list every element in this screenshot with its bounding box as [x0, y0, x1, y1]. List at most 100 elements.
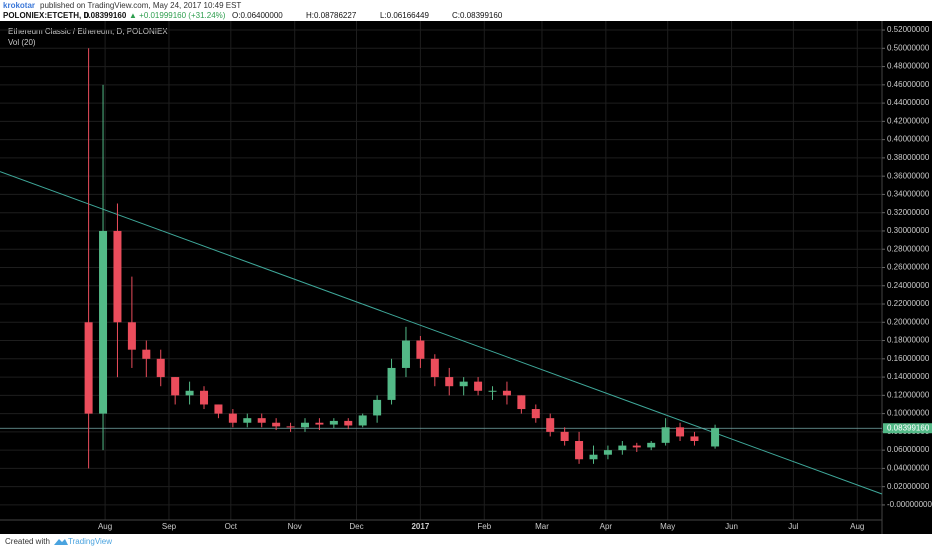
x-tick-label: Dec	[349, 522, 363, 531]
y-tick-label: 0.50000000	[887, 43, 930, 52]
chart-title: Ethereum Classic / Ethereum, D, POLONIEX	[8, 27, 168, 36]
y-tick-label: 0.52000000	[887, 25, 930, 34]
close: C:0.08399160	[452, 11, 503, 20]
candle-body	[502, 390, 511, 396]
y-tick-label: 0.20000000	[887, 317, 930, 326]
candle-body	[531, 409, 540, 419]
x-tick-label: Mar	[535, 522, 549, 531]
candle-body	[632, 445, 641, 448]
candle-body	[329, 420, 338, 425]
chart-bg	[0, 21, 932, 534]
candle-body	[517, 395, 526, 410]
trendline	[0, 171, 883, 495]
chart-subtitle: Vol (20)	[8, 38, 36, 47]
x-tick-label: Sep	[162, 522, 177, 531]
y-tick-label: 0.42000000	[887, 116, 930, 125]
change: ▲ +0.01999160 (+31.24%)	[129, 11, 226, 20]
header-bg	[0, 0, 932, 21]
y-tick-label: 0.40000000	[887, 135, 930, 144]
candle-body	[603, 450, 612, 455]
x-tick-label: Jun	[725, 522, 738, 531]
candle-body	[243, 418, 252, 423]
y-tick-label: 0.28000000	[887, 244, 930, 253]
candle-body	[373, 399, 382, 416]
price: 0.08399160	[84, 11, 127, 20]
x-tick-label: Apr	[600, 522, 613, 531]
x-tick-label: Aug	[850, 522, 864, 531]
y-tick-label: 0.10000000	[887, 409, 930, 418]
y-tick-label: 0.46000000	[887, 80, 930, 89]
candle-body	[387, 367, 396, 400]
candle-body	[488, 390, 497, 392]
candle-body	[676, 427, 685, 437]
candle-body	[416, 340, 425, 359]
candle-body	[430, 358, 439, 378]
candle-body	[228, 413, 237, 423]
x-tick-label: Oct	[225, 522, 238, 531]
x-tick-label: Nov	[288, 522, 302, 531]
candle-body	[185, 390, 194, 396]
logo-icon	[54, 539, 68, 545]
y-tick-label: 0.18000000	[887, 336, 930, 345]
price-label: 0.08399160	[887, 423, 930, 432]
high: H:0.08786227	[306, 11, 357, 20]
y-tick-label: 0.12000000	[887, 390, 930, 399]
x-tick-label: 2017	[411, 522, 429, 531]
y-tick-label: 0.16000000	[887, 354, 930, 363]
y-tick-label: 0.02000000	[887, 482, 930, 491]
x-tick-label: Feb	[477, 522, 491, 531]
candle-body	[459, 381, 468, 387]
candle-body	[560, 431, 569, 442]
x-tick-label: Jul	[788, 522, 798, 531]
x-tick-label: Aug	[98, 522, 112, 531]
candle-body	[113, 230, 122, 323]
symbol: POLONIEX:ETCETH, D	[3, 11, 89, 20]
y-tick-label: 0.26000000	[887, 263, 930, 272]
published: published on TradingView.com, May 24, 20…	[40, 1, 241, 10]
candle-body	[315, 422, 324, 425]
candle-body	[99, 230, 108, 414]
y-tick-label: 0.22000000	[887, 299, 930, 308]
footer-text: Created with	[5, 537, 50, 546]
candle-body	[358, 415, 367, 426]
candle-body	[711, 428, 720, 447]
y-tick-label: 0.48000000	[887, 62, 930, 71]
candle-body	[257, 418, 266, 423]
footer-bg	[0, 534, 932, 550]
open: O:0.06400000	[232, 11, 283, 20]
y-tick-label: 0.34000000	[887, 190, 930, 199]
candle-body	[127, 322, 136, 350]
candle-body	[200, 390, 209, 405]
candle-body	[272, 422, 281, 427]
candle-body	[575, 441, 584, 460]
candle-body	[589, 454, 598, 460]
candle-body	[618, 445, 627, 451]
low: L:0.06166449	[380, 11, 429, 20]
candle-body	[474, 381, 483, 391]
candle-body	[401, 340, 410, 368]
candle-body	[171, 377, 180, 396]
candle-body	[344, 420, 353, 426]
candle-body	[142, 349, 151, 359]
candle-body	[286, 426, 295, 428]
user[interactable]: krokotar	[3, 1, 35, 10]
y-tick-label: 0.32000000	[887, 208, 930, 217]
candle-body	[300, 422, 309, 428]
y-tick-label: 0.24000000	[887, 281, 930, 290]
y-tick-label: 0.36000000	[887, 171, 930, 180]
y-tick-label: 0.04000000	[887, 464, 930, 473]
y-tick-label: 0.14000000	[887, 372, 930, 381]
footer-logo[interactable]: TradingView	[68, 537, 112, 546]
candle-body	[690, 436, 699, 442]
candle-body	[661, 427, 670, 443]
y-tick-label: 0.06000000	[887, 445, 930, 454]
candle-body	[156, 358, 165, 378]
price-label-bg	[883, 423, 932, 434]
candle-body	[214, 404, 223, 414]
y-tick-label: 0.38000000	[887, 153, 930, 162]
candle-body	[84, 322, 93, 414]
y-tick-label: -0.00000000	[887, 500, 932, 509]
candle-body	[546, 418, 555, 432]
